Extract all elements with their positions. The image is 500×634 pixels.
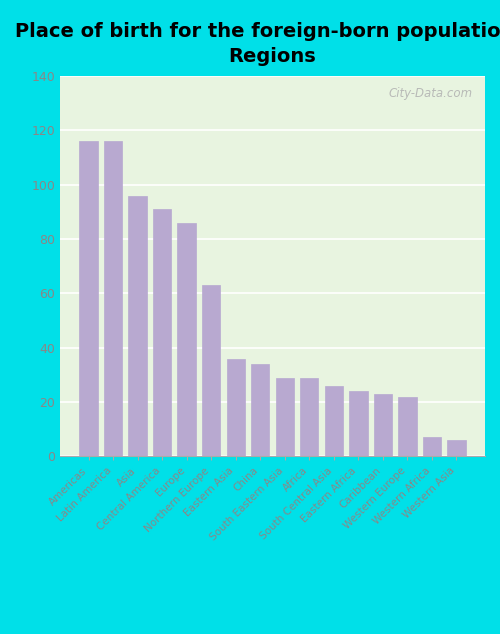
Bar	[104, 141, 122, 456]
Bar	[349, 391, 368, 456]
Bar	[276, 378, 294, 456]
Text: City-Data.com: City-Data.com	[388, 87, 472, 101]
Bar	[128, 196, 147, 456]
Bar	[324, 386, 343, 456]
Bar	[226, 359, 245, 456]
Bar	[251, 364, 270, 456]
Bar	[300, 378, 318, 456]
Title: Place of birth for the foreign-born population -
Regions: Place of birth for the foreign-born popu…	[16, 22, 500, 66]
Bar	[448, 440, 466, 456]
Bar	[80, 141, 98, 456]
Bar	[374, 394, 392, 456]
Bar	[202, 285, 220, 456]
Bar	[423, 437, 441, 456]
Bar	[178, 223, 196, 456]
Bar	[398, 397, 416, 456]
Bar	[153, 209, 172, 456]
